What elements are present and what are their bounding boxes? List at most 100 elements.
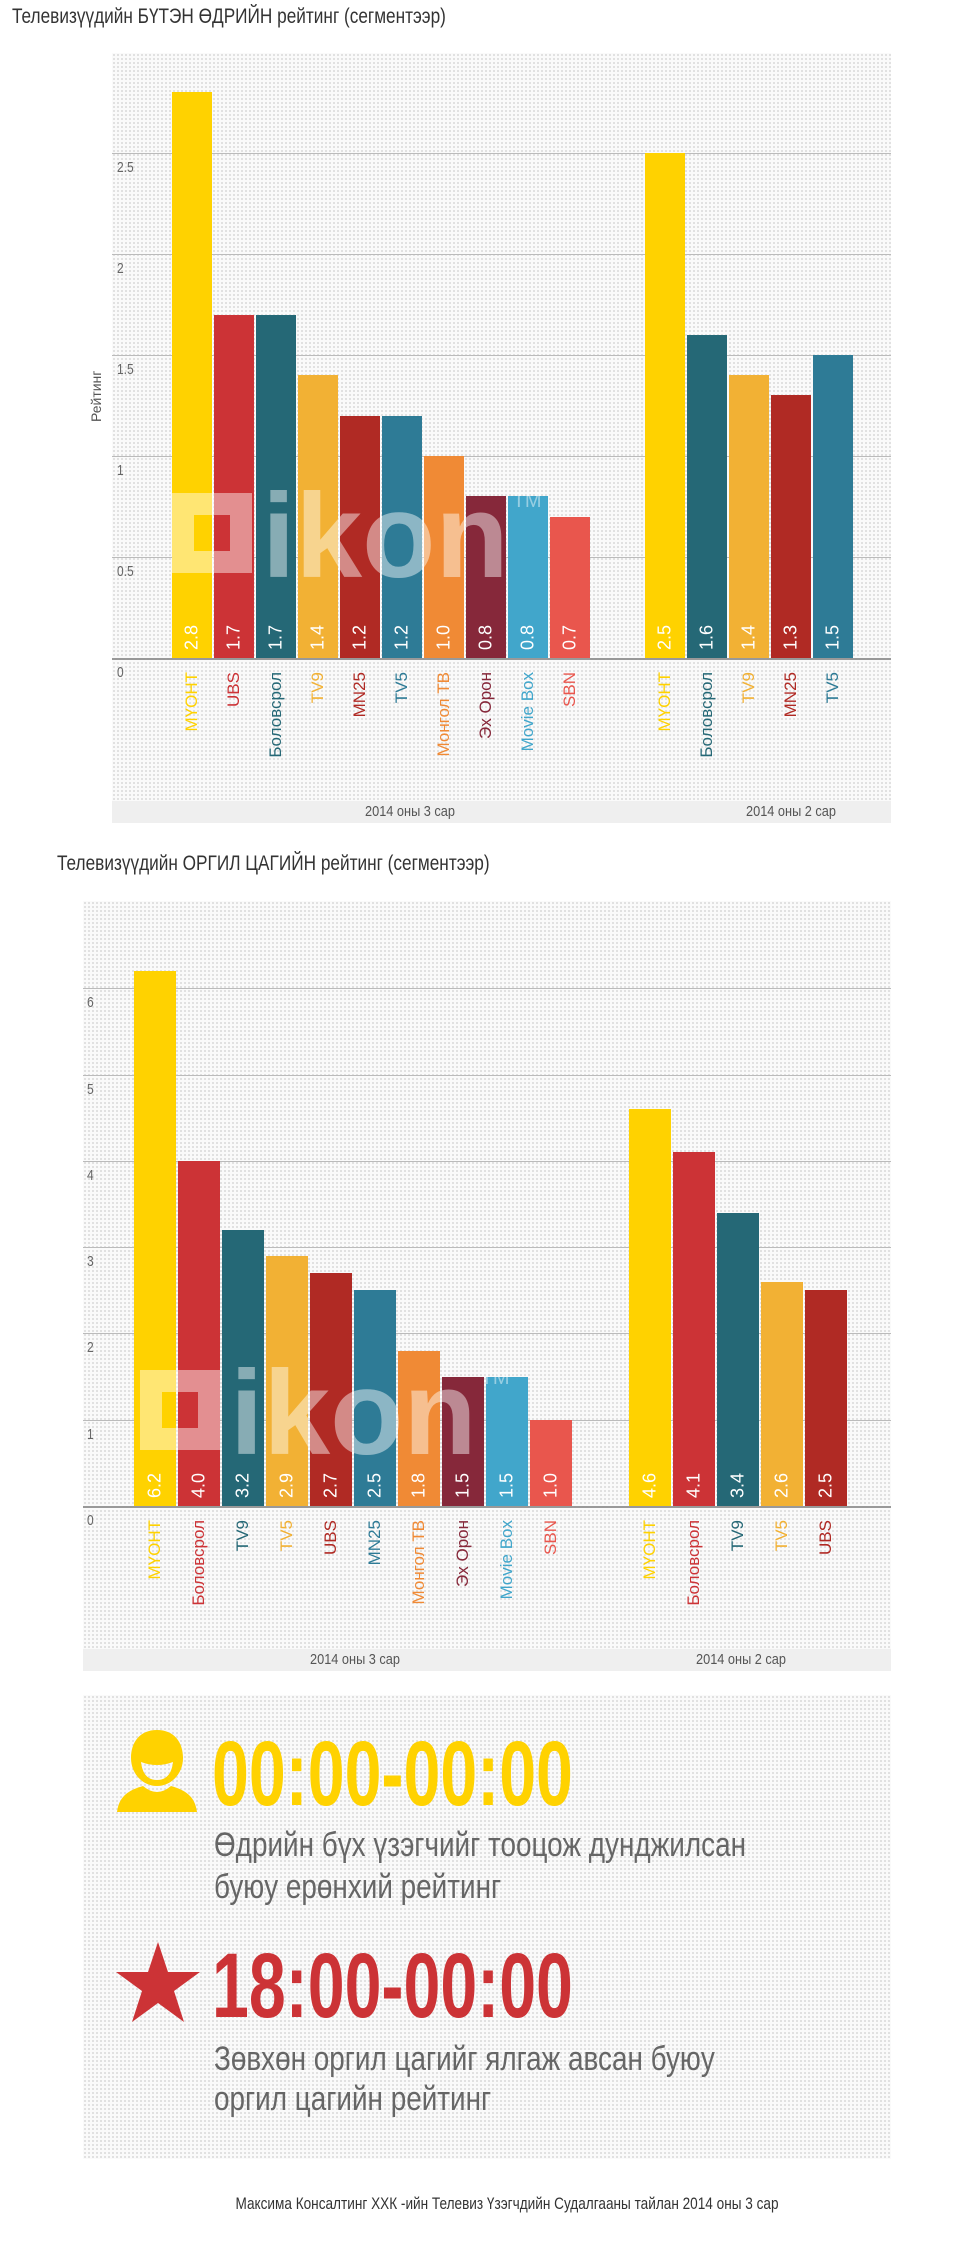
category-label: Эх Орон — [453, 1520, 472, 1587]
bar: 2.9 — [266, 1255, 308, 1506]
category-label: Боловсрол — [697, 672, 716, 758]
bar: 1.8 — [398, 1350, 440, 1506]
bar-value-label: 2.6 — [771, 1472, 792, 1498]
gridline — [112, 456, 891, 457]
category-label: Монгол ТВ — [434, 672, 453, 757]
y-tick-label: 0.5 — [117, 563, 134, 580]
y-tick-label: 6 — [87, 994, 94, 1012]
category-label: TV9 — [233, 1520, 252, 1552]
bar: 0.8 — [466, 496, 506, 658]
category-label: Боловсрол — [189, 1520, 208, 1606]
bar-value-label: 1.2 — [391, 624, 412, 650]
watermark-tm: TM — [480, 1367, 510, 1389]
bar: 2.5 — [645, 153, 685, 658]
x-axis-baseline — [83, 1506, 891, 1508]
bar: 2.6 — [761, 1281, 803, 1506]
bar: 1.5 — [486, 1376, 528, 1506]
bar: 1.7 — [214, 314, 254, 658]
bar: 4.0 — [178, 1160, 220, 1506]
category-label: UBS — [224, 672, 243, 707]
bar: 1.4 — [729, 375, 769, 658]
bar: 4.6 — [629, 1109, 671, 1506]
y-tick-label: 5 — [87, 1080, 94, 1098]
y-tick-label: 3 — [87, 1253, 94, 1271]
gridline — [83, 1074, 891, 1076]
bar: 3.4 — [717, 1212, 759, 1506]
bar-value-label: 1.7 — [223, 624, 244, 650]
bar: 0.7 — [550, 516, 590, 658]
group-label: 2014 оны 2 сар — [746, 803, 836, 820]
bar-value-label: 1.4 — [307, 624, 328, 650]
bar-value-label: 6.2 — [144, 1472, 165, 1498]
legend-panel — [83, 1695, 891, 2159]
category-label: Монгол ТВ — [409, 1520, 428, 1605]
x-axis-baseline — [112, 658, 891, 660]
y-tick-label: 2.5 — [117, 159, 134, 176]
bar-value-label: 1.0 — [433, 624, 454, 651]
category-label: TV5 — [823, 672, 842, 704]
chart2-group-footer — [83, 1649, 891, 1671]
bar: 1.6 — [687, 334, 727, 658]
gridline — [83, 1247, 891, 1249]
y-tick-label: 1 — [117, 462, 124, 479]
category-label: МҮОНТ — [655, 672, 674, 732]
category-label: MN25 — [781, 672, 800, 718]
star-icon — [116, 1942, 200, 2022]
gridline — [112, 355, 891, 356]
bar-value-label: 1.3 — [780, 624, 801, 650]
bar-value-label: 3.4 — [727, 1472, 748, 1498]
bar-value-label: 1.0 — [540, 1472, 561, 1498]
category-label: MN25 — [365, 1520, 384, 1566]
category-label: TV9 — [728, 1520, 747, 1552]
category-label: Movie Box — [497, 1520, 516, 1600]
group-label: 2014 оны 2 сар — [696, 1651, 786, 1668]
bar-value-label: 2.8 — [181, 624, 202, 650]
bar: 1.7 — [256, 314, 296, 658]
source-footer: Максима Консалтинг ХХК -ийн Телевиз Үзэг… — [235, 2194, 779, 2213]
day-time-range: 00:00-00:00 — [212, 1723, 573, 1825]
bar-value-label: 1.4 — [738, 624, 759, 650]
category-label: UBS — [816, 1520, 835, 1555]
y-tick-label: 2 — [117, 260, 124, 277]
y-tick-label: 0 — [87, 1512, 94, 1529]
bar: 2.5 — [354, 1290, 396, 1506]
y-tick-label: 2 — [87, 1339, 94, 1357]
bar-value-label: 0.8 — [475, 624, 496, 650]
day-desc-line2: буюу ерөнхий рейтинг — [214, 1868, 502, 1906]
category-label: МҮОНТ — [640, 1520, 659, 1580]
category-label: МҮОНТ — [182, 672, 201, 732]
bar-value-label: 2.5 — [815, 1472, 836, 1499]
chart1-title: Телевизүүдийн БҮТЭН ӨДРИЙН рейтинг (сегм… — [12, 5, 446, 28]
group-label: 2014 оны 3 сар — [310, 1651, 400, 1668]
y-tick-label: 1 — [87, 1425, 94, 1443]
gridline — [83, 1160, 891, 1162]
bar-value-label: 1.5 — [822, 624, 843, 651]
category-label: UBS — [321, 1520, 340, 1555]
category-label: Боловсрол — [266, 672, 285, 758]
category-label: МҮОНТ — [145, 1520, 164, 1580]
bar-value-label: 1.5 — [496, 1472, 517, 1498]
gridline — [112, 254, 891, 255]
category-label: TV5 — [277, 1520, 296, 1552]
bar: 1.5 — [442, 1376, 484, 1506]
bar-value-label: 4.0 — [188, 1472, 209, 1498]
category-label: MN25 — [350, 672, 369, 718]
bar: 1.2 — [340, 415, 380, 658]
category-label: SBN — [541, 1520, 560, 1555]
bar: 4.1 — [673, 1152, 715, 1506]
category-label: Боловсрол — [684, 1520, 703, 1606]
peak-time-range: 18:00-00:00 — [212, 1935, 573, 2037]
bar: 2.7 — [310, 1272, 352, 1506]
chart2-title: Телевизүүдийн ОРГИЛ ЦАГИЙН рейтинг (сегм… — [57, 852, 490, 875]
watermark-tm: TM — [512, 490, 542, 512]
category-label: TV9 — [739, 672, 758, 704]
chart1-group-footer — [112, 801, 891, 823]
peak-desc-line2: оргил цагийн рейтинг — [214, 2080, 492, 2118]
bar-value-label: 4.1 — [683, 1472, 704, 1498]
bar-value-label: 1.6 — [696, 624, 717, 650]
category-label: TV5 — [772, 1520, 791, 1552]
y-axis-label: Рейтинг — [88, 370, 104, 422]
bar: 1.5 — [813, 355, 853, 658]
bar: 1.0 — [530, 1419, 572, 1506]
ikon-square-icon — [140, 1370, 220, 1450]
